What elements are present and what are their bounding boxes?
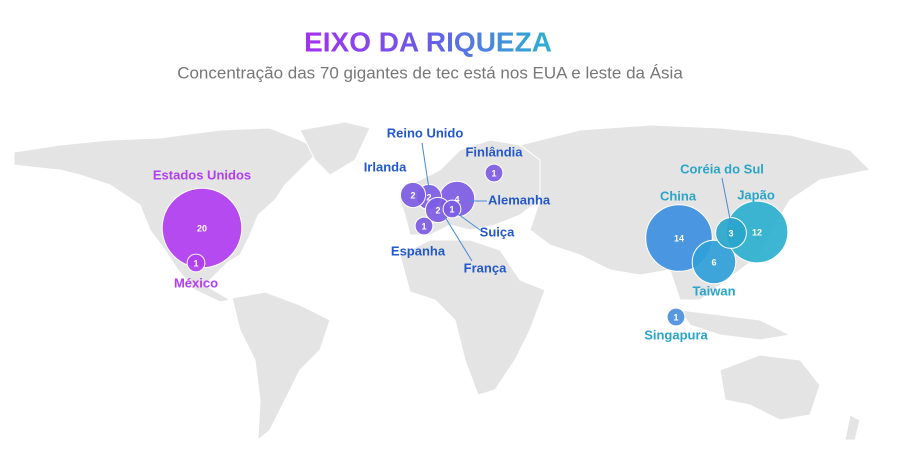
bubble [715, 217, 747, 249]
country-label: Estados Unidos [153, 167, 251, 182]
bubble-value: 20 [197, 223, 207, 233]
bubble-value: 3 [728, 228, 733, 238]
country-label: Japão [737, 187, 775, 202]
country-label: Alemanha [488, 192, 551, 207]
bubble-value: 2 [426, 192, 431, 202]
new-zealand [844, 414, 861, 441]
country-label: China [660, 188, 697, 203]
leader-line [444, 216, 473, 262]
bubble [691, 239, 737, 285]
southeast-asia [678, 309, 792, 341]
bubble-value: 12 [752, 227, 762, 237]
bubble [666, 307, 686, 327]
bubble-value: 1 [449, 204, 454, 214]
bubble-value: 2 [410, 190, 415, 200]
country-label: Singapura [644, 327, 708, 342]
bubble [484, 163, 504, 183]
country-label: Suiça [480, 224, 515, 239]
bubble [399, 181, 427, 209]
country-label: México [174, 275, 218, 290]
country-label: Irlanda [364, 159, 407, 174]
bubble [442, 199, 462, 219]
leader-line [457, 213, 481, 231]
country-label: Reino Unido [387, 125, 464, 140]
bubble-value: 6 [711, 257, 716, 267]
country-label: Finlândia [465, 144, 523, 159]
leader-line [721, 177, 732, 225]
country-label: Coréia do Sul [680, 161, 764, 176]
bubble [186, 253, 206, 273]
bubble-value: 1 [491, 168, 496, 178]
title: EIXO DA RIQUEZA [304, 26, 552, 57]
australia [719, 354, 821, 421]
country-label: França [464, 260, 507, 275]
leader-line [421, 142, 430, 190]
bubble-value: 14 [674, 233, 684, 243]
south-america [231, 291, 331, 442]
bubble-value: 1 [421, 221, 426, 231]
label-layer: Estados Unidos China Japão Taiwan Alemanha Co… [153, 125, 775, 342]
bubble [414, 216, 434, 236]
bubble-value: 1 [193, 258, 198, 268]
bubble-value: 2 [435, 205, 440, 215]
greenland [299, 121, 371, 176]
subtitle: Concentração das 70 gigantes de tec está… [177, 63, 683, 82]
bubble-value: 1 [673, 312, 678, 322]
country-label: Espanha [391, 243, 446, 258]
africa [399, 239, 546, 396]
bubble-value: 4 [454, 194, 459, 204]
country-label: Taiwan [692, 283, 735, 298]
